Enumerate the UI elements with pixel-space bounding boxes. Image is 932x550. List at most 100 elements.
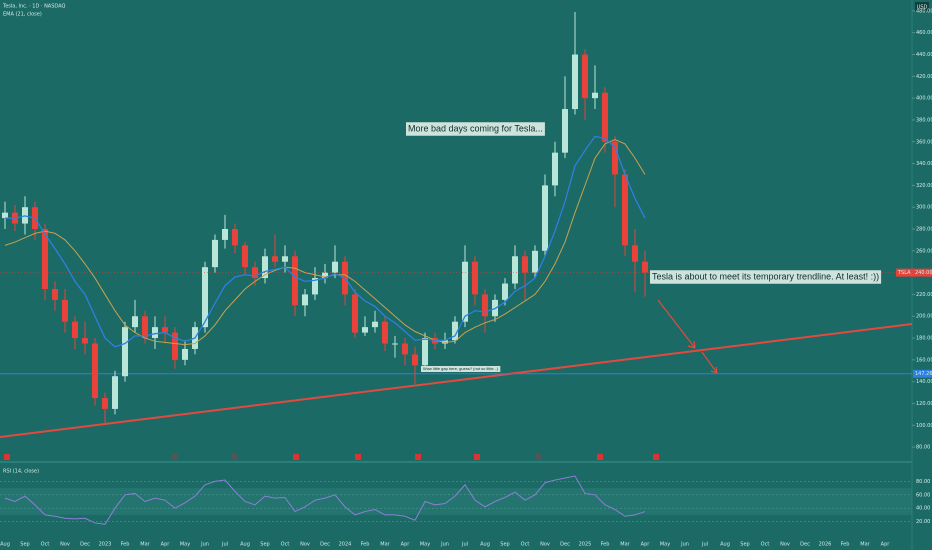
x-tick-label: Mar bbox=[860, 542, 870, 548]
x-tick-label: Nov bbox=[60, 542, 70, 548]
x-tick-label: Mar bbox=[380, 542, 390, 548]
y-tick-label: 480.00 bbox=[916, 8, 932, 14]
event bbox=[653, 454, 659, 460]
candle-body bbox=[2, 212, 8, 219]
candle-body bbox=[212, 239, 218, 268]
event bbox=[415, 454, 421, 460]
x-tick-label: Feb bbox=[601, 542, 610, 548]
candle-body bbox=[462, 261, 468, 322]
rsi-line bbox=[4, 475, 646, 525]
candle-body bbox=[362, 327, 368, 333]
currency-box bbox=[915, 2, 929, 11]
symbol-title: Tesla, Inc. · 1D · NASDAQ bbox=[2, 4, 65, 10]
y-tick-label: 140.00 bbox=[916, 379, 932, 385]
candle-body bbox=[392, 343, 398, 345]
x-tick-label: Jun bbox=[200, 542, 209, 548]
candle-body bbox=[502, 283, 508, 300]
x-tick-label: Dec bbox=[800, 542, 810, 548]
candle-body bbox=[322, 272, 328, 279]
x-tick-label: Aug bbox=[720, 542, 730, 548]
x-tick-label: Jun bbox=[680, 542, 689, 548]
x-tick-label: Dec bbox=[560, 542, 570, 548]
event bbox=[232, 454, 238, 460]
candle-body bbox=[292, 256, 298, 306]
candle-body bbox=[92, 343, 98, 399]
candle-body bbox=[222, 229, 228, 240]
candle-body bbox=[102, 398, 108, 409]
x-tick-label: Feb bbox=[361, 542, 370, 548]
rsi-title: RSI (14, close) bbox=[3, 469, 39, 475]
x-tick-label: 2024 bbox=[339, 542, 352, 548]
y-tick-label: 100.00 bbox=[916, 423, 932, 429]
y-tick-label: 180.00 bbox=[916, 336, 932, 342]
x-tick-label: Oct bbox=[761, 542, 770, 548]
candle-body bbox=[482, 294, 488, 317]
x-tick-label: Sep bbox=[500, 542, 509, 548]
y-tick-label: 400.00 bbox=[916, 96, 932, 102]
symbol-tag: TSLA bbox=[897, 270, 911, 276]
candle-body bbox=[622, 174, 628, 246]
y-tick-label: 200.00 bbox=[916, 314, 932, 320]
y-tick-label: 460.00 bbox=[916, 30, 932, 36]
x-tick-label: Apr bbox=[161, 542, 171, 548]
candle-body bbox=[562, 109, 568, 153]
candle-body bbox=[122, 327, 128, 377]
ma-line bbox=[4, 139, 646, 346]
event bbox=[597, 454, 603, 460]
x-tick-label: Feb bbox=[121, 542, 130, 548]
candle-body bbox=[62, 299, 68, 322]
candle-body bbox=[112, 376, 118, 409]
currency: USD bbox=[917, 5, 928, 11]
indicator-title: EMA (21, close) bbox=[3, 12, 42, 18]
x-tick-label: Oct bbox=[281, 542, 290, 548]
arrow bbox=[701, 351, 718, 374]
x-tick-label: May bbox=[660, 542, 670, 548]
arrow bbox=[657, 299, 696, 349]
x-tick-label: Nov bbox=[300, 542, 310, 548]
x-tick-label: May bbox=[180, 542, 190, 548]
x-tick-label: May bbox=[420, 542, 430, 548]
candle-body bbox=[422, 338, 428, 366]
rsi-band bbox=[0, 488, 912, 515]
candle-body bbox=[52, 288, 58, 300]
candle-body bbox=[182, 348, 188, 360]
candle-body bbox=[542, 185, 548, 251]
y-tick-label: 220.00 bbox=[916, 292, 932, 298]
candle-body bbox=[232, 229, 238, 246]
rsi-tick-label: 20.00 bbox=[916, 519, 930, 525]
candle-body bbox=[162, 327, 168, 333]
x-tick-label: Nov bbox=[540, 542, 550, 548]
level-label: 147.26 bbox=[915, 371, 932, 377]
y-tick-label: 320.00 bbox=[916, 183, 932, 189]
candle-body bbox=[612, 141, 618, 175]
x-tick-label: Dec bbox=[80, 542, 90, 548]
candle-body bbox=[632, 245, 638, 262]
event bbox=[4, 454, 10, 460]
x-tick-label: Aug bbox=[480, 542, 490, 548]
x-tick-label: Aug bbox=[0, 542, 10, 548]
annotation-text: More bad days coming for Tesla... bbox=[408, 123, 543, 133]
candle-body bbox=[312, 278, 318, 295]
event bbox=[355, 454, 361, 460]
x-tick-label: Jul bbox=[461, 542, 468, 548]
candle-body bbox=[332, 261, 338, 273]
annotation-text: Tesla is about to meet its temporary tre… bbox=[652, 271, 879, 281]
candle-body bbox=[152, 327, 158, 339]
rsi-tick-label: 40.00 bbox=[916, 506, 930, 512]
candle-body bbox=[592, 92, 598, 99]
annotation: Wow little gap here, guess? (not so litt… bbox=[421, 366, 501, 372]
candle-body bbox=[602, 92, 608, 142]
y-tick-label: 260.00 bbox=[916, 248, 932, 254]
annotation-box bbox=[650, 270, 882, 284]
last-price-label: 240.00 bbox=[915, 270, 932, 276]
y-tick-label: 120.00 bbox=[916, 401, 932, 407]
candle-body bbox=[42, 229, 48, 289]
candle-body bbox=[572, 54, 578, 110]
x-tick-label: 2023 bbox=[99, 542, 112, 548]
event bbox=[474, 454, 480, 460]
candle-body bbox=[372, 321, 378, 328]
candle-body bbox=[272, 256, 278, 262]
candle-body bbox=[242, 245, 248, 268]
candle-body bbox=[72, 321, 78, 339]
